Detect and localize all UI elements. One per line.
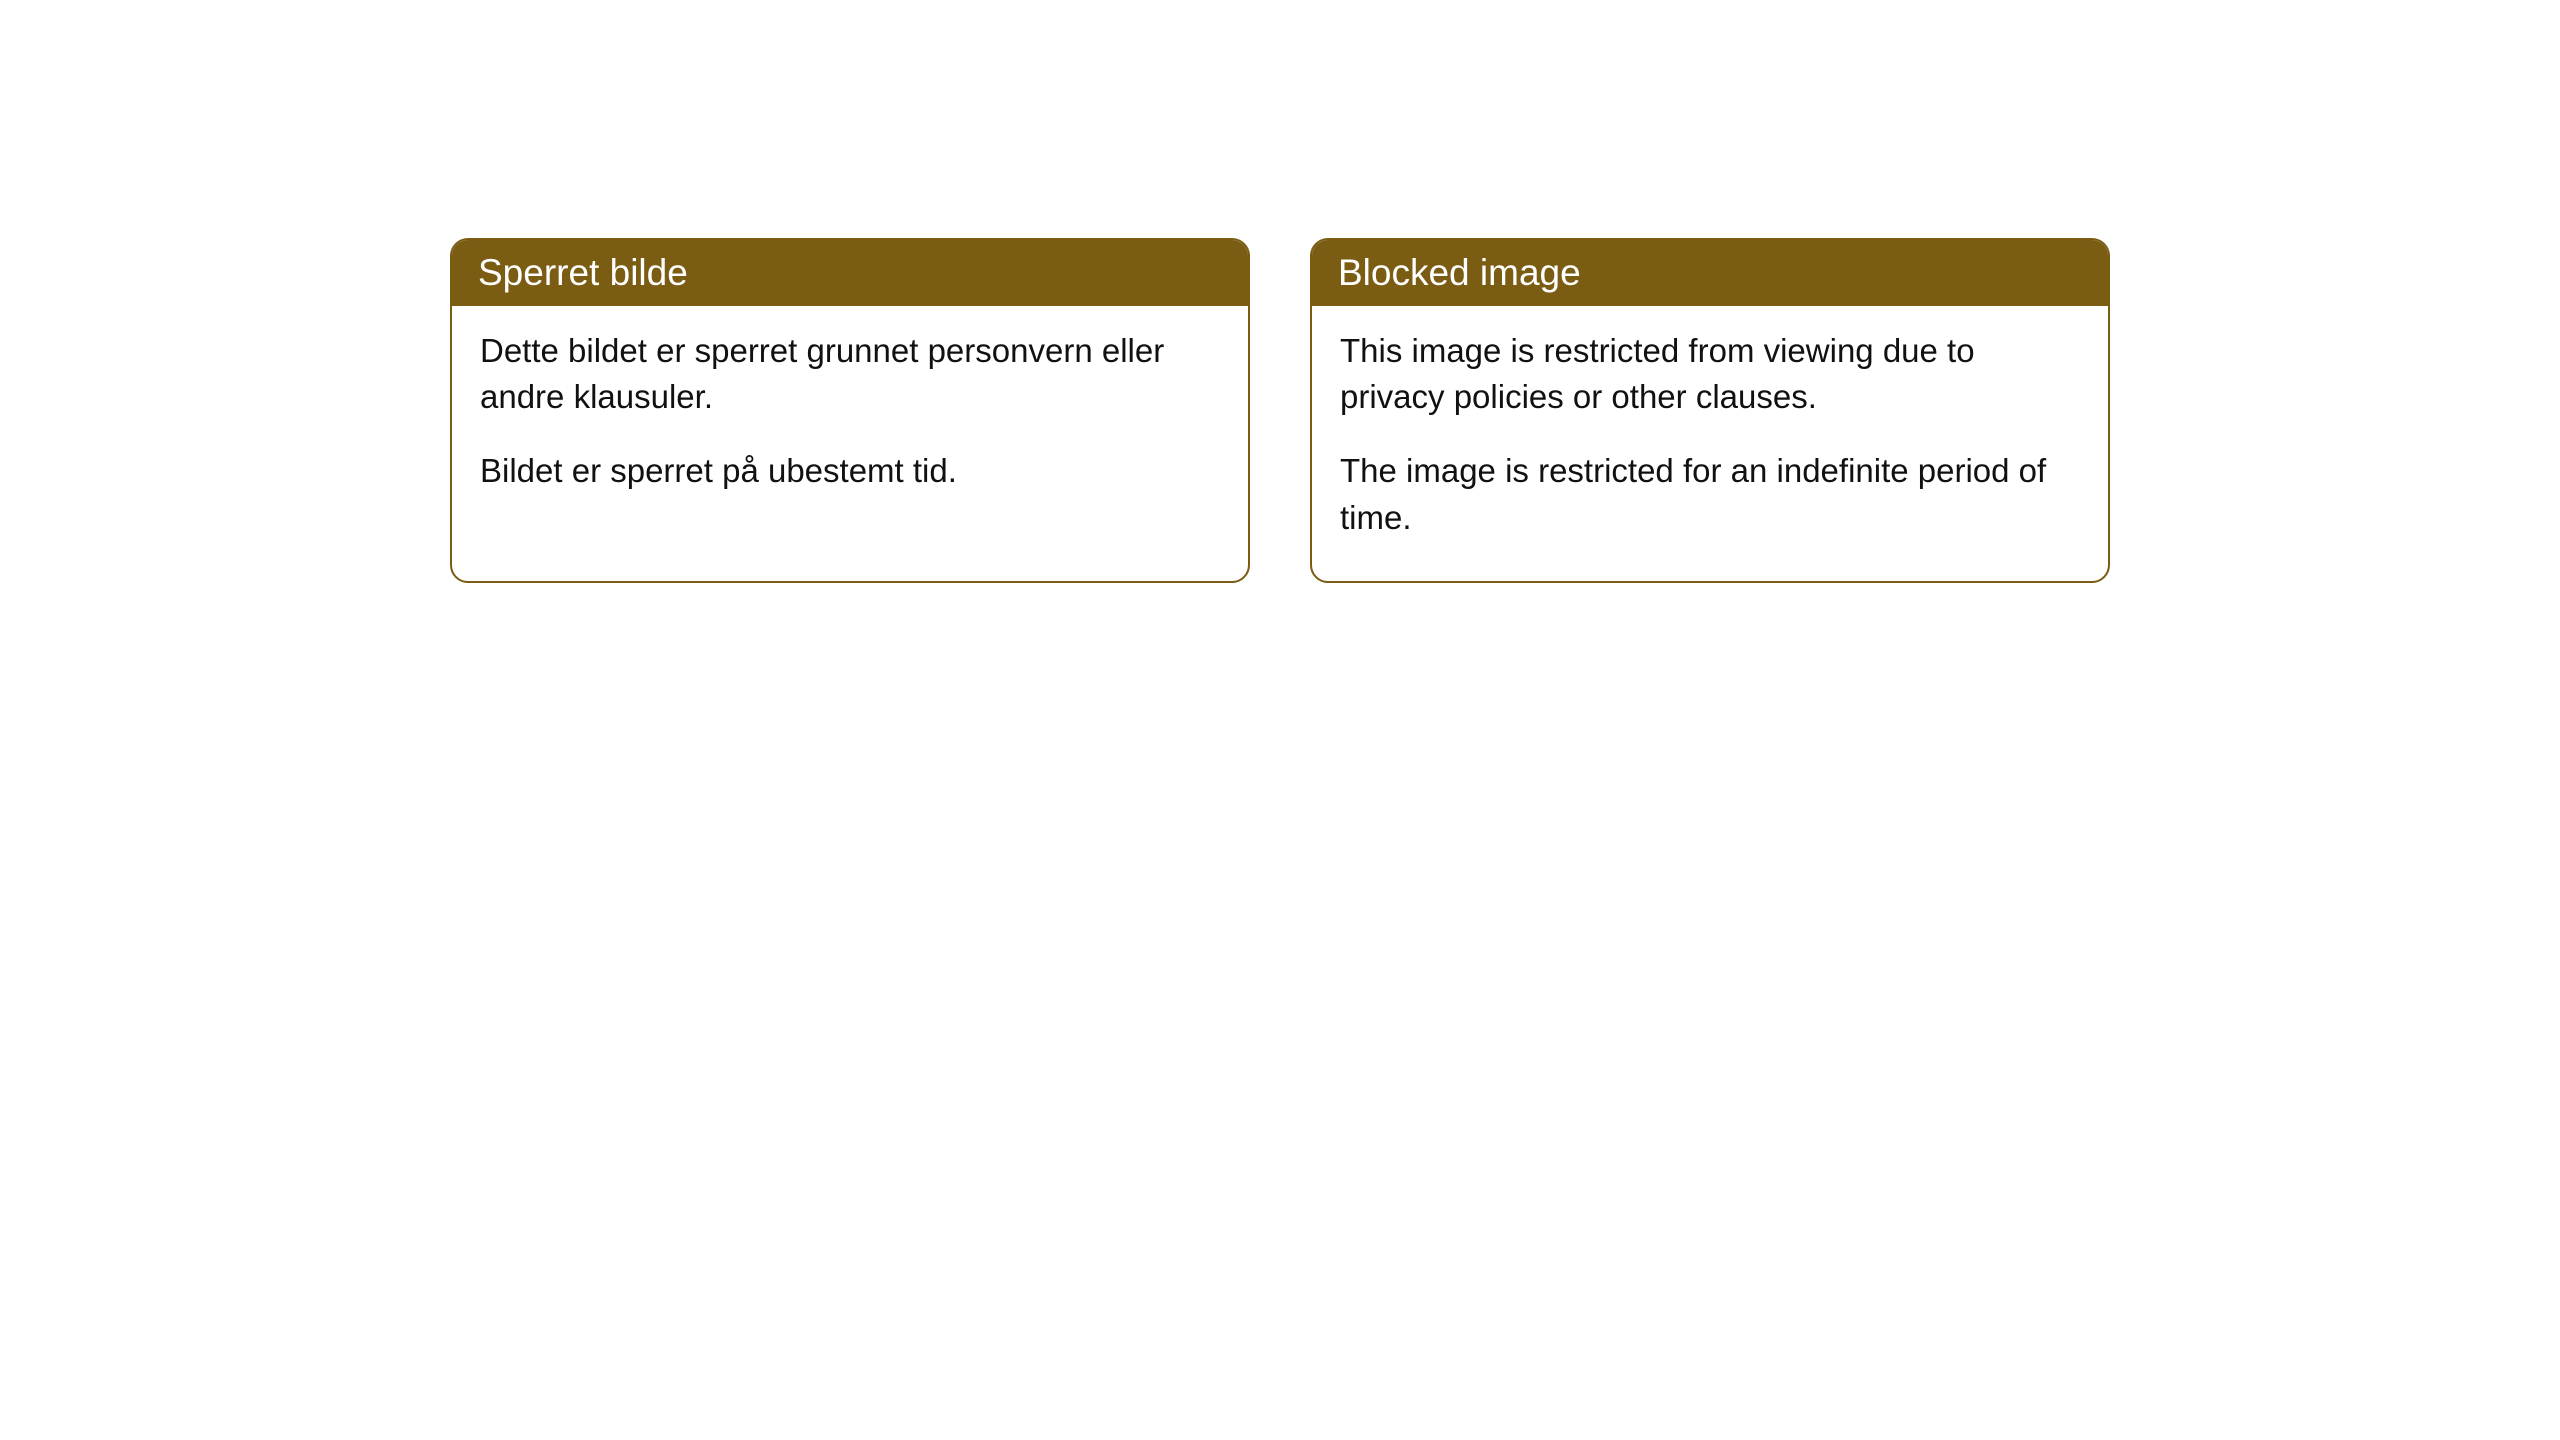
card-header: Sperret bilde (452, 240, 1248, 306)
card-body: This image is restricted from viewing du… (1312, 306, 2108, 581)
card-paragraph: Bildet er sperret på ubestemt tid. (480, 448, 1220, 494)
card-paragraph: Dette bildet er sperret grunnet personve… (480, 328, 1220, 420)
card-title: Blocked image (1338, 252, 1581, 293)
card-title: Sperret bilde (478, 252, 688, 293)
card-paragraph: This image is restricted from viewing du… (1340, 328, 2080, 420)
card-header: Blocked image (1312, 240, 2108, 306)
notice-card-norwegian: Sperret bilde Dette bildet er sperret gr… (450, 238, 1250, 583)
notice-container: Sperret bilde Dette bildet er sperret gr… (450, 238, 2110, 583)
card-body: Dette bildet er sperret grunnet personve… (452, 306, 1248, 535)
card-paragraph: The image is restricted for an indefinit… (1340, 448, 2080, 540)
notice-card-english: Blocked image This image is restricted f… (1310, 238, 2110, 583)
